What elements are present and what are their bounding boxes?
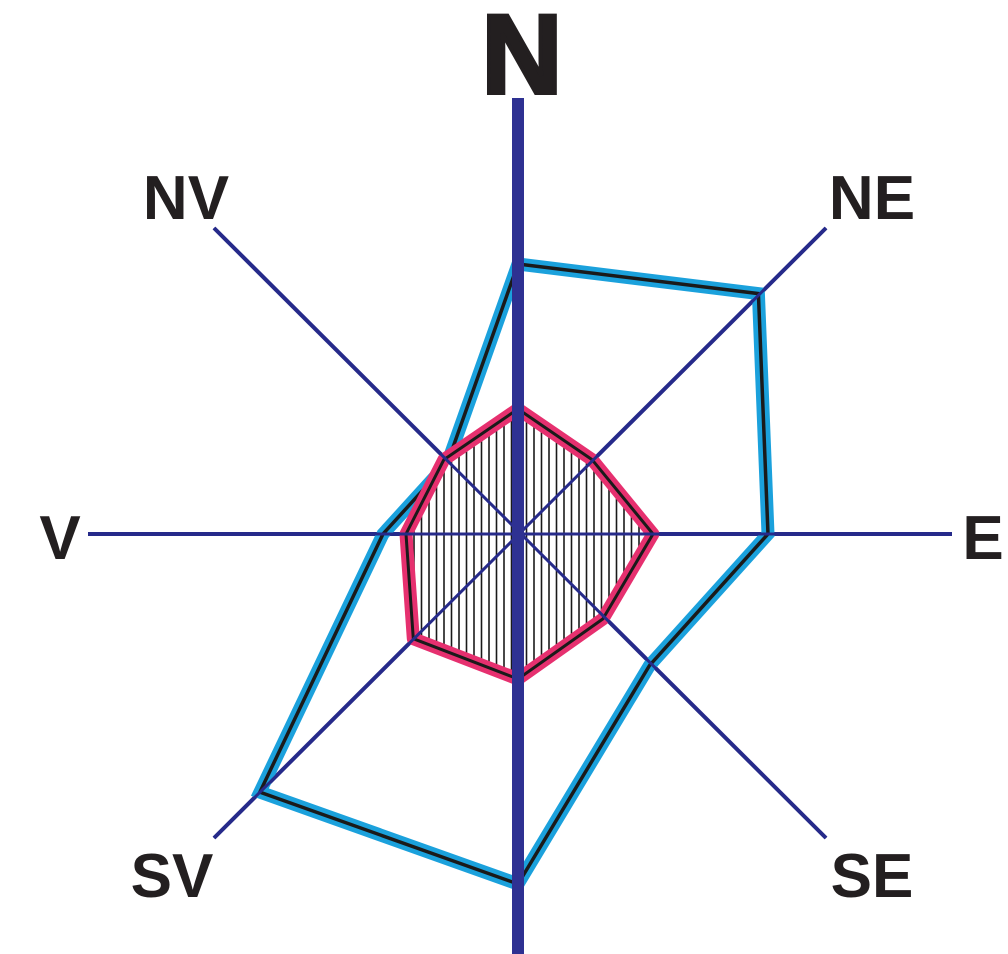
label-southwest: SV bbox=[131, 842, 214, 911]
label-northeast: NE bbox=[829, 164, 915, 233]
compass-axes-overlay bbox=[88, 98, 952, 954]
label-west: V bbox=[39, 504, 80, 573]
label-southeast: SE bbox=[831, 842, 914, 911]
label-northwest: NV bbox=[143, 164, 229, 233]
label-east: E bbox=[962, 504, 1003, 573]
label-north: N bbox=[482, 0, 563, 117]
